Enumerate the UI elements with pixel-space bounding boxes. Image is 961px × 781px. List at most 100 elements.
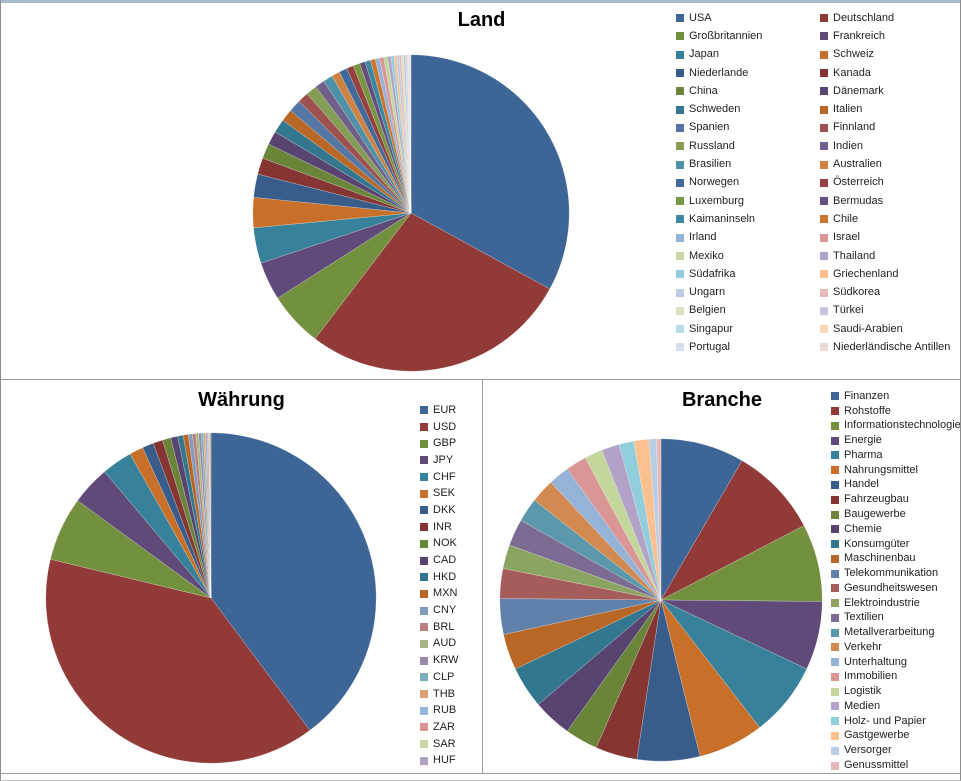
legend-item-branche-2[interactable]: Informationstechnologie [831, 419, 960, 434]
legend-item-waehrung-17[interactable]: THB [420, 686, 482, 703]
pie-slice-waehrung-14[interactable]: AUD [195, 433, 212, 599]
pie-slice-land-30[interactable]: Ungarn [396, 54, 412, 214]
legend-item-land-34[interactable]: Singapur [676, 320, 820, 338]
pie-slice-land-27[interactable]: Thailand [387, 55, 412, 214]
pie-slice-land-2[interactable]: Großbritannien [277, 212, 412, 340]
legend-item-land-5[interactable]: Schweiz [820, 46, 958, 64]
pie-slice-waehrung-6[interactable]: DKK [142, 442, 212, 599]
pie-slice-branche-12[interactable]: Telekommunikation [499, 598, 662, 635]
pie-slice-waehrung-1[interactable]: USD [45, 558, 311, 764]
legend-item-branche-10[interactable]: Konsumgüter [831, 537, 960, 552]
legend-item-land-14[interactable]: Russland [676, 137, 820, 155]
pie-slice-land-26[interactable]: Mexiko [383, 56, 412, 214]
pie-slice-waehrung-13[interactable]: BRL [192, 433, 212, 599]
pie-slice-waehrung-8[interactable]: NOK [162, 437, 212, 599]
legend-item-branche-20[interactable]: Logistik [831, 684, 960, 699]
pie-slice-branche-0[interactable]: Finanzen [660, 438, 743, 601]
legend-item-land-11[interactable]: Italien [820, 100, 958, 118]
legend-item-waehrung-2[interactable]: GBP [420, 435, 482, 452]
legend-item-land-31[interactable]: Südkorea [820, 283, 958, 301]
legend-item-land-29[interactable]: Griechenland [820, 265, 958, 283]
legend-item-branche-25[interactable]: Genussmittel [831, 758, 960, 773]
legend-item-waehrung-6[interactable]: DKK [420, 502, 482, 519]
pie-slice-land-23[interactable]: Chile [370, 58, 412, 214]
legend-item-land-18[interactable]: Norwegen [676, 174, 820, 192]
pie-slice-branche-8[interactable]: Baugewerbe [566, 599, 662, 748]
pie-slice-land-25[interactable]: Israel [379, 56, 412, 214]
legend-item-branche-9[interactable]: Chemie [831, 522, 960, 537]
pie-slice-waehrung-21[interactable]: HUF [209, 432, 212, 599]
pie-slice-branche-22[interactable]: Holz- und Papier [618, 440, 662, 601]
pie-slice-branche-18[interactable]: Unterhaltung [550, 468, 662, 601]
legend-item-land-17[interactable]: Australien [820, 155, 958, 173]
pie-slice-branche-6[interactable]: Handel [636, 599, 701, 762]
pie-slice-waehrung-16[interactable]: CLP [200, 432, 212, 599]
legend-item-land-25[interactable]: Israel [820, 229, 958, 247]
legend-item-land-23[interactable]: Chile [820, 210, 958, 228]
pie-slice-branche-9[interactable]: Chemie [537, 599, 662, 732]
legend-item-land-0[interactable]: USA [676, 9, 820, 27]
legend-item-branche-21[interactable]: Medien [831, 699, 960, 714]
legend-item-branche-19[interactable]: Immobilien [831, 670, 960, 685]
pie-slice-branche-19[interactable]: Immobilien [566, 457, 662, 601]
pie-slice-land-1[interactable]: Deutschland [314, 212, 551, 372]
pie-slice-land-9[interactable]: Dänemark [268, 131, 412, 214]
pie-slice-land-8[interactable]: China [262, 143, 412, 214]
pie-slice-land-33[interactable]: Türkei [403, 54, 412, 214]
pie-slice-land-35[interactable]: Saudi-Arabien [406, 54, 412, 214]
legend-item-branche-14[interactable]: Elektroindustrie [831, 596, 960, 611]
legend-item-land-28[interactable]: Südafrika [676, 265, 820, 283]
pie-slice-branche-23[interactable]: Gastgewerbe [633, 438, 662, 601]
pie-slice-waehrung-2[interactable]: GBP [50, 500, 212, 599]
legend-item-land-1[interactable]: Deutschland [820, 9, 958, 27]
legend-item-waehrung-19[interactable]: ZAR [420, 719, 482, 736]
legend-item-waehrung-18[interactable]: RUB [420, 702, 482, 719]
pie-slice-branche-24[interactable]: Versorger [648, 438, 662, 601]
legend-item-waehrung-14[interactable]: AUD [420, 636, 482, 653]
pie-slice-land-15[interactable]: Indien [315, 80, 412, 214]
pie-slice-land-28[interactable]: Südafrika [390, 55, 412, 214]
legend-item-branche-24[interactable]: Versorger [831, 743, 960, 758]
pie-slice-branche-4[interactable]: Pharma [660, 599, 808, 728]
pie-slice-branche-5[interactable]: Nahrungsmittel [660, 599, 760, 757]
pie-slice-land-22[interactable]: Kaimaninseln [364, 59, 412, 214]
pie-slice-land-29[interactable]: Griechenland [393, 55, 412, 214]
legend-item-branche-0[interactable]: Finanzen [831, 389, 960, 404]
pie-slice-branche-17[interactable]: Verkehr [534, 481, 662, 601]
pie-slice-waehrung-20[interactable]: SAR [208, 432, 212, 599]
legend-item-branche-17[interactable]: Verkehr [831, 640, 960, 655]
pie-slice-land-16[interactable]: Brasilien [323, 75, 412, 214]
legend-item-land-15[interactable]: Indien [820, 137, 958, 155]
pie-slice-waehrung-12[interactable]: CNY [187, 433, 212, 599]
legend-item-branche-11[interactable]: Maschinenbau [831, 551, 960, 566]
legend-item-waehrung-1[interactable]: USD [420, 419, 482, 436]
legend-item-land-2[interactable]: Großbritannien [676, 27, 820, 45]
pie-slice-waehrung-7[interactable]: INR [152, 439, 212, 599]
pie-slice-land-14[interactable]: Russland [306, 86, 412, 214]
legend-item-land-32[interactable]: Belgien [676, 302, 820, 320]
legend-item-land-21[interactable]: Bermudas [820, 192, 958, 210]
legend-item-branche-7[interactable]: Fahrzeugbau [831, 492, 960, 507]
legend-item-waehrung-12[interactable]: CNY [420, 602, 482, 619]
legend-item-waehrung-21[interactable]: HUF [420, 752, 482, 769]
pie-slice-waehrung-10[interactable]: HKD [177, 434, 212, 599]
pie-slice-waehrung-17[interactable]: THB [203, 432, 212, 599]
pie-slice-waehrung-11[interactable]: MXN [182, 434, 212, 599]
legend-item-land-36[interactable]: Portugal [676, 338, 820, 356]
legend-item-land-19[interactable]: Österreich [820, 174, 958, 192]
pie-slice-waehrung-18[interactable]: RUB [205, 432, 212, 599]
legend-item-branche-8[interactable]: Baugewerbe [831, 507, 960, 522]
legend-item-land-26[interactable]: Mexiko [676, 247, 820, 265]
pie-slice-waehrung-5[interactable]: SEK [129, 447, 212, 599]
pie-slice-branche-1[interactable]: Rohstoffe [660, 460, 805, 601]
pie-slice-branche-15[interactable]: Textilien [509, 519, 662, 601]
legend-item-waehrung-0[interactable]: EUR [420, 402, 482, 419]
pie-slice-land-0[interactable]: USA [410, 54, 570, 290]
pie-slice-land-20[interactable]: Luxemburg [352, 63, 412, 214]
legend-item-branche-12[interactable]: Telekommunikation [831, 566, 960, 581]
legend-item-land-4[interactable]: Japan [676, 46, 820, 64]
legend-item-branche-6[interactable]: Handel [831, 478, 960, 493]
legend-item-land-9[interactable]: Dänemark [820, 82, 958, 100]
pie-slice-waehrung-19[interactable]: ZAR [206, 432, 212, 599]
legend-item-waehrung-3[interactable]: JPY [420, 452, 482, 469]
